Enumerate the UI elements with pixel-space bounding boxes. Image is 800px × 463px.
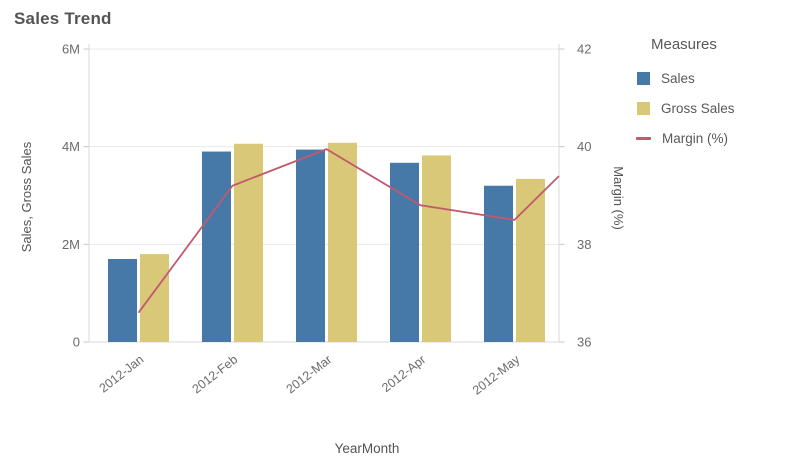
bar-gross-sales-2012-Mar[interactable] — [328, 142, 357, 342]
legend-item-gross-sales[interactable]: Gross Sales — [630, 93, 795, 123]
legend-item-margin[interactable]: Margin (%) — [630, 123, 795, 153]
right-axis-tick-label: 38 — [577, 237, 591, 252]
legend-square-swatch-icon — [637, 101, 650, 115]
left-axis-title: Sales, Gross Sales — [19, 141, 34, 252]
x-axis-category-label: 2012-May — [470, 352, 523, 398]
x-axis-title: YearMonth — [335, 441, 400, 456]
chart-title: Sales Trend — [14, 9, 112, 28]
legend-item-label: Sales — [661, 70, 695, 86]
legend-title: Measures — [651, 36, 717, 53]
right-axis-title: Margin (%) — [611, 166, 626, 230]
legend: Measures Sales Gross Sales Margin (%) — [630, 36, 795, 153]
x-axis-category-label: 2012-Mar — [284, 352, 335, 396]
legend-square-swatch-icon — [637, 71, 650, 85]
right-axis-tick-label: 40 — [577, 139, 591, 154]
bar-gross-sales-2012-Jan[interactable] — [140, 254, 169, 342]
bar-gross-sales-2012-Feb[interactable] — [234, 143, 263, 342]
x-axis-category-label: 2012-Feb — [190, 352, 241, 396]
bar-gross-sales-2012-Apr[interactable] — [422, 155, 451, 342]
bar-sales-2012-Feb[interactable] — [202, 151, 231, 342]
bar-sales-2012-Mar[interactable] — [296, 149, 325, 342]
legend-item-label: Margin (%) — [662, 130, 729, 146]
bar-sales-2012-May[interactable] — [484, 185, 513, 342]
left-axis-tick-label: 2M — [62, 237, 80, 252]
margin-line[interactable] — [137, 148, 560, 314]
right-axis-tick-label: 36 — [577, 335, 591, 350]
legend-item-sales[interactable]: Sales — [630, 63, 795, 93]
left-axis-tick-label: 4M — [62, 139, 80, 154]
legend-line-swatch-icon — [636, 136, 651, 140]
x-axis-category-label: 2012-Jan — [97, 352, 147, 395]
bar-sales-2012-Apr[interactable] — [390, 162, 419, 342]
bar-sales-2012-Jan[interactable] — [108, 258, 137, 342]
left-axis-tick-label: 6M — [62, 42, 80, 57]
bar-gross-sales-2012-May[interactable] — [516, 178, 545, 342]
legend-items: Sales Gross Sales Margin (%) — [630, 63, 795, 153]
legend-item-label: Gross Sales — [661, 100, 735, 116]
right-axis-tick-label: 42 — [577, 42, 591, 57]
x-axis-category-label: 2012-Apr — [379, 352, 428, 395]
left-axis-tick-label: 0 — [73, 335, 80, 350]
